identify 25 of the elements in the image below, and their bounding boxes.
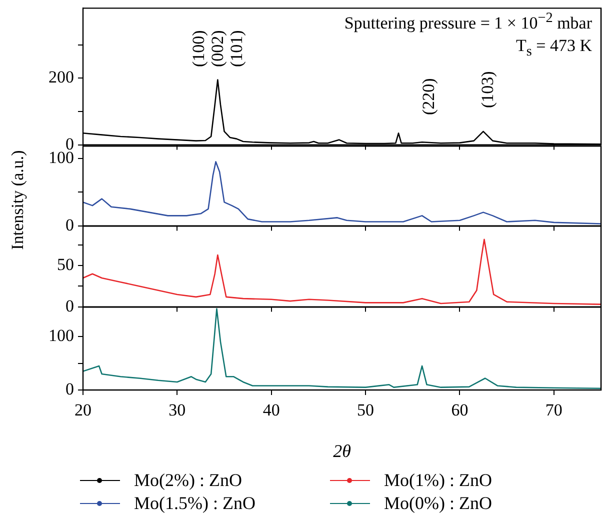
annotation: (220) — [419, 78, 438, 115]
x-tick-label: 70 — [545, 400, 562, 420]
x-axis-title: 2θ — [333, 440, 352, 461]
legend-label: Mo(0%) : ZnO — [384, 493, 492, 514]
annotation: (103) — [478, 71, 497, 108]
y-axis-title: Intensity (a.u.) — [8, 149, 28, 252]
legend-label: Mo(1.5%) : ZnO — [134, 493, 256, 514]
annotation: (002) — [208, 30, 227, 67]
annotation: (100) — [189, 30, 208, 67]
y-tick-label: 0 — [66, 379, 74, 398]
annotation: Sputtering pressure = 1 × 10$^{−2}$ mbar — [344, 10, 592, 34]
x-tick-label: 60 — [451, 400, 468, 420]
x-tick-label: 30 — [168, 400, 186, 420]
annotation: (101) — [227, 30, 246, 67]
y-tick-label: 200 — [48, 68, 74, 87]
x-tick-label: 40 — [262, 400, 280, 420]
x-tick-label: 50 — [357, 400, 374, 420]
legend-label: Mo(1%) : ZnO — [384, 470, 492, 491]
y-tick-label: 0 — [66, 296, 74, 316]
y-tick-label: 0 — [66, 215, 74, 234]
legend-label: Mo(2%) : ZnO — [134, 470, 242, 491]
y-tick-label: 100 — [48, 326, 74, 346]
x-tick-label: 20 — [74, 400, 92, 420]
y-tick-label: 50 — [57, 255, 74, 274]
annotation: T$_{s}$ = 473 K — [516, 36, 592, 60]
